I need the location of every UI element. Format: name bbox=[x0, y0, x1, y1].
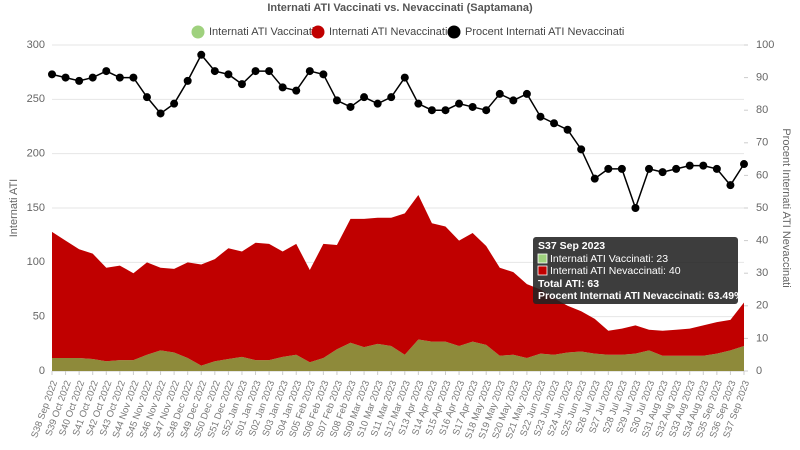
line bbox=[51, 53, 745, 211]
point bbox=[495, 89, 504, 98]
point bbox=[210, 67, 219, 76]
point bbox=[265, 67, 274, 76]
point bbox=[400, 73, 409, 82]
point bbox=[115, 73, 124, 82]
tooltip-box bbox=[533, 237, 738, 304]
y2-tick-label: 70 bbox=[756, 137, 768, 149]
tooltip-title: S37 Sep 2023 bbox=[538, 240, 605, 252]
point bbox=[183, 76, 192, 85]
point bbox=[142, 93, 151, 102]
y2-tick-label: 80 bbox=[756, 104, 768, 116]
point bbox=[522, 89, 531, 98]
point bbox=[617, 164, 626, 173]
point bbox=[102, 67, 111, 76]
legend-label: Internati ATI Vaccinati bbox=[209, 26, 314, 38]
point bbox=[332, 96, 341, 105]
point bbox=[672, 164, 681, 173]
point bbox=[563, 125, 572, 134]
y2-tick-label: 60 bbox=[756, 169, 768, 181]
point bbox=[726, 181, 735, 190]
y2-axis-title: Procent Internati ATI Nevaccinati bbox=[780, 128, 792, 287]
point bbox=[251, 67, 260, 76]
point bbox=[156, 109, 165, 118]
point bbox=[360, 93, 369, 102]
point bbox=[414, 99, 423, 108]
point bbox=[712, 164, 721, 173]
tooltip-line: Internati ATI Nevaccinati: 40 bbox=[550, 265, 681, 277]
point bbox=[740, 160, 748, 169]
point bbox=[685, 161, 694, 170]
y2-tick-label: 30 bbox=[756, 267, 768, 279]
tooltip-swatch bbox=[537, 265, 548, 276]
point bbox=[590, 174, 599, 183]
legend-marker bbox=[311, 25, 325, 39]
point bbox=[224, 70, 233, 79]
y-tick-label: 50 bbox=[33, 311, 45, 323]
point bbox=[61, 73, 70, 82]
point bbox=[373, 99, 382, 108]
y2-tick-label: 40 bbox=[756, 235, 768, 247]
point bbox=[509, 96, 518, 105]
point bbox=[387, 93, 396, 102]
point bbox=[129, 73, 138, 82]
y-tick-label: 100 bbox=[27, 256, 45, 268]
y-tick-label: 200 bbox=[27, 148, 45, 160]
point bbox=[88, 73, 97, 82]
point bbox=[48, 70, 56, 79]
chart-title: Internati ATI Vaccinati vs. Nevaccinati … bbox=[267, 2, 533, 14]
point bbox=[550, 119, 559, 128]
point bbox=[278, 83, 287, 92]
tooltip-line: Internati ATI Vaccinati: 23 bbox=[550, 253, 668, 265]
legend-marker bbox=[191, 25, 205, 39]
point bbox=[482, 106, 491, 115]
point bbox=[468, 102, 477, 111]
y2-tick-label: 20 bbox=[756, 300, 768, 312]
tooltip-footer: Total ATI: 63 bbox=[538, 278, 599, 290]
point bbox=[577, 145, 586, 154]
y-tick-label: 150 bbox=[27, 202, 45, 214]
legend-label: Internati ATI Nevaccinati bbox=[329, 26, 447, 38]
point bbox=[536, 112, 545, 121]
tooltip-footer: Procent Internati ATI Nevaccinati: 63.49… bbox=[538, 290, 744, 302]
y2-tick-label: 50 bbox=[756, 202, 768, 214]
y-tick-label: 250 bbox=[27, 93, 45, 105]
y-tick-label: 300 bbox=[27, 39, 45, 51]
point bbox=[455, 99, 464, 108]
legend-label: Procent Internati ATI Nevaccinati bbox=[465, 26, 624, 38]
point bbox=[237, 80, 246, 89]
area bbox=[52, 339, 744, 371]
point bbox=[75, 76, 84, 85]
point bbox=[197, 50, 206, 59]
point bbox=[658, 168, 667, 177]
point bbox=[645, 164, 654, 173]
y-axis-title: Internati ATI bbox=[8, 179, 20, 238]
y-tick-label: 0 bbox=[39, 365, 45, 377]
point bbox=[699, 161, 708, 170]
point bbox=[292, 86, 301, 95]
point bbox=[346, 102, 355, 111]
y2-tick-label: 90 bbox=[756, 72, 768, 84]
point bbox=[319, 70, 328, 79]
point bbox=[170, 99, 179, 108]
point bbox=[441, 106, 450, 115]
point bbox=[427, 106, 436, 115]
legend-marker bbox=[447, 25, 461, 39]
point bbox=[305, 67, 314, 76]
tooltip-swatch bbox=[537, 253, 548, 264]
area bbox=[52, 194, 744, 366]
y2-tick-label: 10 bbox=[756, 332, 768, 344]
point bbox=[631, 204, 640, 212]
y2-tick-label: 100 bbox=[756, 39, 774, 51]
point bbox=[604, 164, 613, 173]
y2-tick-label: 0 bbox=[756, 365, 762, 377]
